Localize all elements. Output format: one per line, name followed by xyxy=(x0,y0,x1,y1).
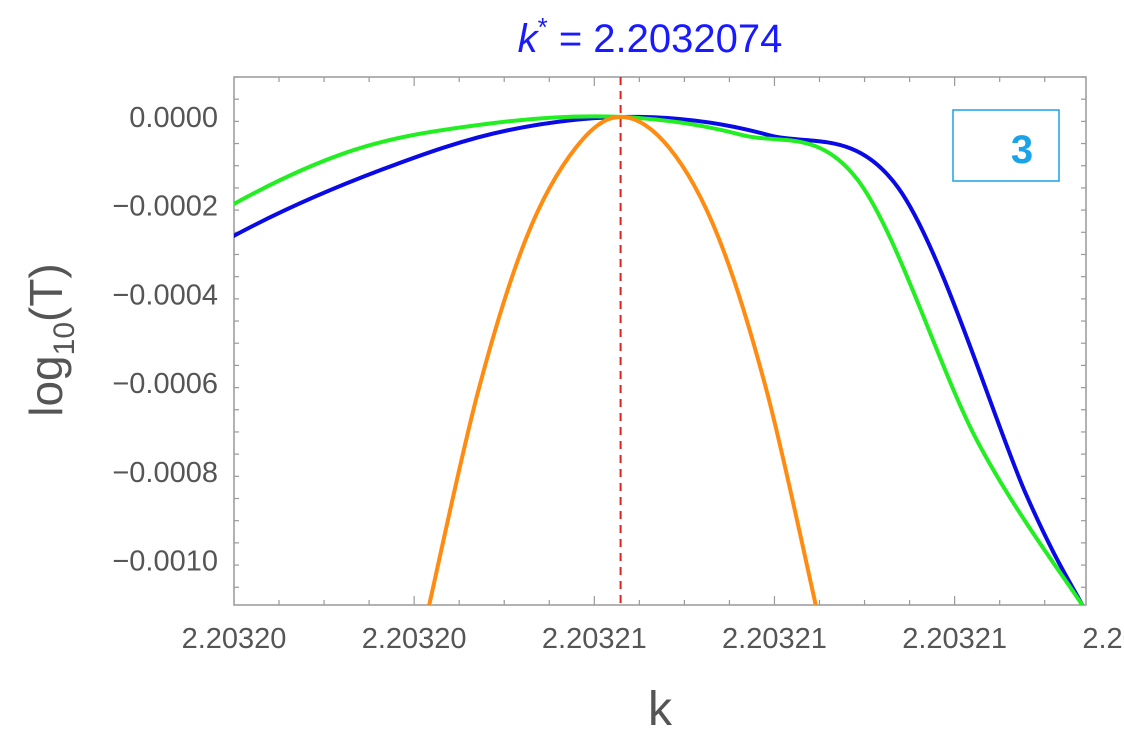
series-group xyxy=(234,114,1085,605)
axis-ticks xyxy=(234,76,1086,605)
x-tick-label: 2.20322 xyxy=(1082,623,1124,655)
y-tick-label: −0.0004 xyxy=(112,279,218,311)
title-symbol: k xyxy=(518,17,540,61)
y-label-subscript: 10 xyxy=(48,322,81,355)
x-tick-label: 2.20321 xyxy=(542,623,647,655)
y-tick-label: −0.0002 xyxy=(112,191,218,223)
title-superscript: * xyxy=(538,12,548,42)
x-tick-label: 2.20321 xyxy=(902,623,1007,655)
y-label-log: log xyxy=(20,355,72,416)
y-tick-labels: 0.0000 −0.0002 −0.0004 −0.0006 −0.0008 −0.001… xyxy=(112,102,218,578)
y-axis-label: log10(T) xyxy=(20,263,81,417)
y-label-arg: (T) xyxy=(20,263,72,322)
y-tick-label: 0.0000 xyxy=(129,102,218,134)
series-line-2 xyxy=(234,114,1084,605)
x-tick-label: 2.20320 xyxy=(182,623,287,655)
title-value: = 2.2032074 xyxy=(548,17,783,61)
x-tick-label: 2.20321 xyxy=(722,623,827,655)
y-tick-label: −0.0010 xyxy=(112,546,218,578)
panel-label-box xyxy=(952,109,1060,182)
chart-title: k* = 2.2032074 xyxy=(518,12,783,61)
y-tick-label: −0.0008 xyxy=(112,457,218,489)
series-line-1 xyxy=(234,114,1085,605)
y-tick-label: −0.0006 xyxy=(112,368,218,400)
plot-frame xyxy=(233,76,1087,606)
x-tick-labels: 2.20320 2.20320 2.20321 2.20321 2.20321 2.203… xyxy=(182,623,1124,655)
series-line-3 xyxy=(427,114,818,605)
panel-label: 3 xyxy=(1011,128,1033,172)
x-axis-label: k xyxy=(648,683,673,736)
x-tick-label: 2.20320 xyxy=(362,623,467,655)
